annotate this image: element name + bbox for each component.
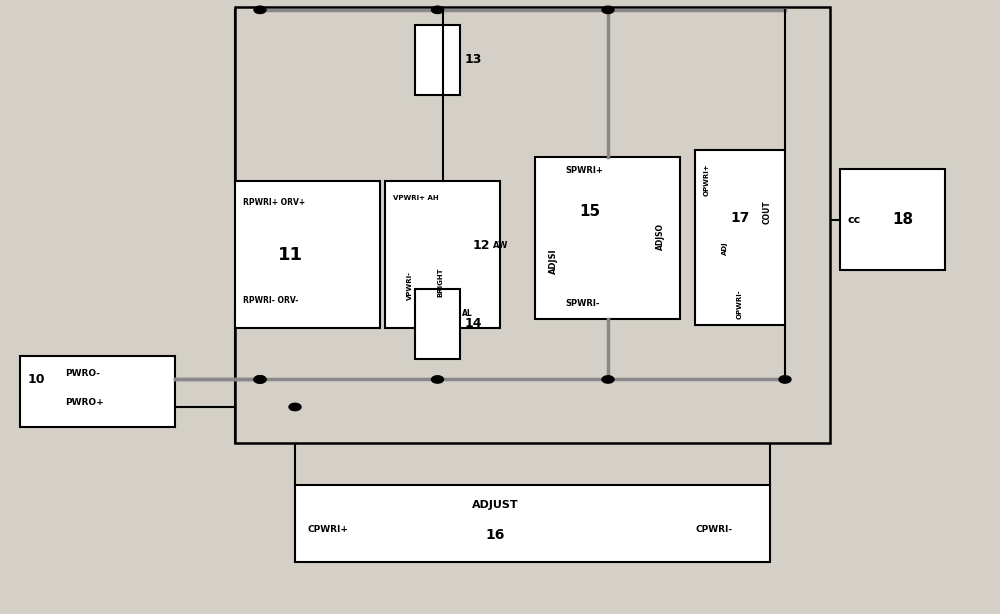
Text: BRIGHT: BRIGHT bbox=[437, 268, 443, 297]
Text: 12: 12 bbox=[473, 239, 490, 252]
Circle shape bbox=[432, 6, 444, 14]
Text: 13: 13 bbox=[465, 53, 482, 66]
Text: ADJSI: ADJSI bbox=[548, 248, 558, 274]
Text: PWRO-: PWRO- bbox=[65, 369, 100, 378]
Bar bbox=[415, 289, 460, 359]
Text: 16: 16 bbox=[485, 529, 505, 542]
Text: ADJUST: ADJUST bbox=[472, 500, 518, 510]
Text: ADJSO: ADJSO bbox=[656, 223, 664, 250]
Text: 15: 15 bbox=[579, 204, 601, 219]
Text: ADJ: ADJ bbox=[722, 242, 728, 255]
Bar bbox=[235, 7, 830, 443]
Text: AW: AW bbox=[493, 241, 508, 250]
Text: RPWRI+ ORV+: RPWRI+ ORV+ bbox=[243, 198, 305, 207]
Circle shape bbox=[254, 376, 266, 383]
Circle shape bbox=[432, 376, 444, 383]
Text: SPWRI-: SPWRI- bbox=[565, 300, 600, 308]
Text: RPWRI- ORV-: RPWRI- ORV- bbox=[243, 297, 298, 305]
Circle shape bbox=[289, 403, 301, 411]
Circle shape bbox=[779, 376, 791, 383]
Text: CPWRI+: CPWRI+ bbox=[307, 525, 348, 534]
Bar bbox=[535, 157, 680, 319]
Bar bbox=[415, 25, 460, 95]
Circle shape bbox=[254, 376, 266, 383]
Text: AL: AL bbox=[462, 309, 472, 317]
Text: 10: 10 bbox=[28, 373, 46, 386]
Text: 11: 11 bbox=[278, 246, 302, 264]
Circle shape bbox=[602, 6, 614, 14]
Text: cc: cc bbox=[848, 215, 861, 225]
Text: 17: 17 bbox=[730, 211, 750, 225]
Bar bbox=[20, 356, 175, 427]
Bar bbox=[695, 150, 785, 325]
Circle shape bbox=[254, 6, 266, 14]
Text: COUT: COUT bbox=[762, 200, 771, 223]
Text: 18: 18 bbox=[892, 212, 913, 227]
Text: OPWRI+: OPWRI+ bbox=[704, 163, 710, 196]
Text: VPWRI-: VPWRI- bbox=[407, 271, 413, 300]
Bar bbox=[235, 181, 380, 328]
Circle shape bbox=[602, 376, 614, 383]
Text: OPWRI-: OPWRI- bbox=[737, 289, 743, 319]
Text: CPWRI-: CPWRI- bbox=[695, 525, 732, 534]
Text: 14: 14 bbox=[465, 317, 482, 330]
Bar bbox=[840, 169, 945, 270]
Text: PWRO+: PWRO+ bbox=[65, 398, 104, 406]
Bar bbox=[385, 181, 500, 328]
Text: VPWRI+ AH: VPWRI+ AH bbox=[393, 195, 439, 201]
Bar bbox=[295, 485, 770, 562]
Text: SPWRI+: SPWRI+ bbox=[565, 166, 603, 174]
